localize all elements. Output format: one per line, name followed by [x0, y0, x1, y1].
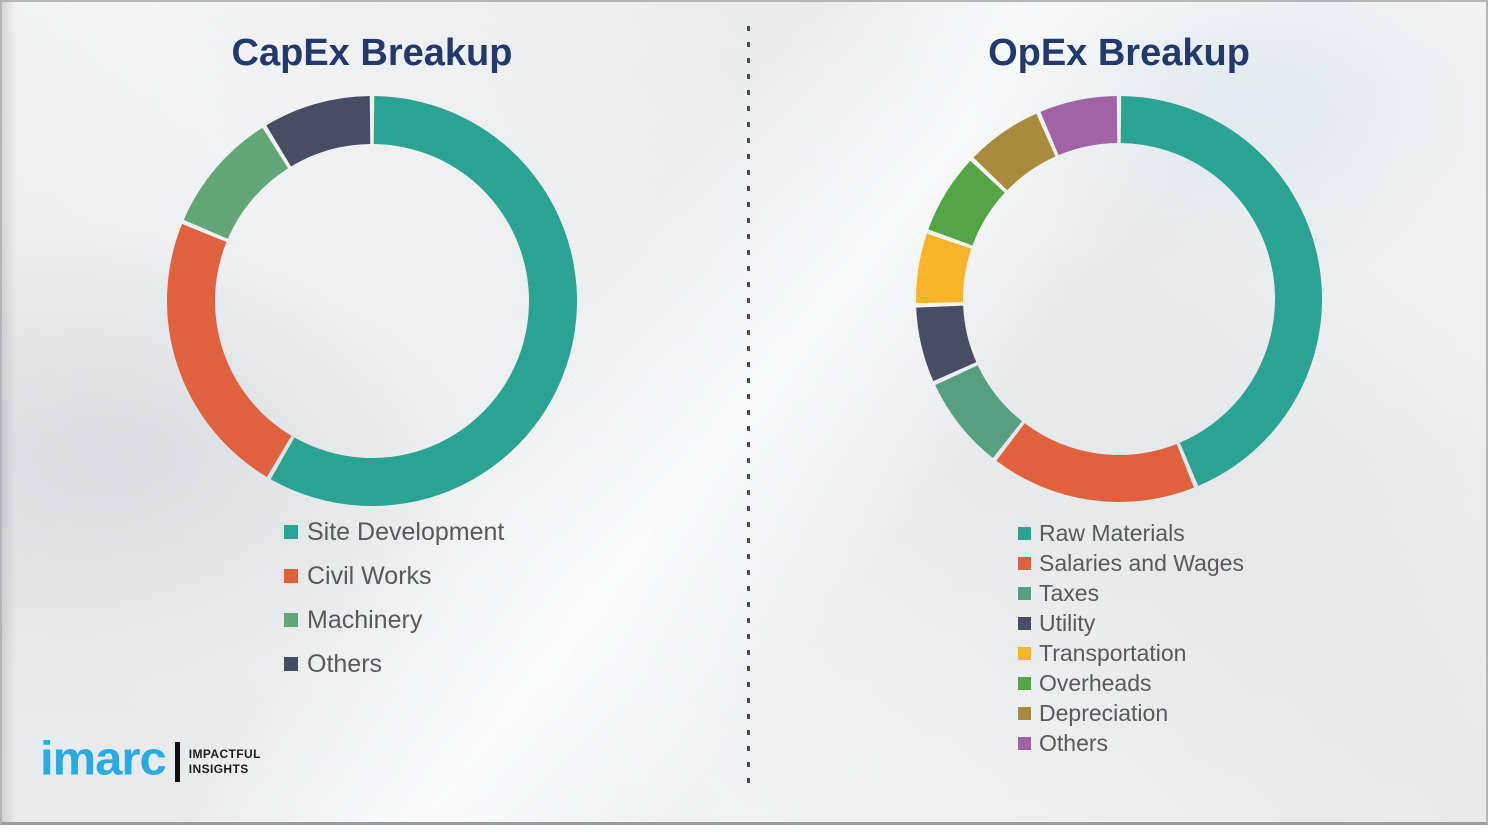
legend-label: Raw Materials: [1039, 519, 1185, 546]
legend-label: Transportation: [1039, 639, 1187, 666]
legend-swatch-civil-works: [284, 569, 298, 583]
legend-label: Overheads: [1039, 669, 1152, 696]
legend-item-others: Others: [284, 642, 504, 686]
legend-swatch-depreciation: [1018, 706, 1031, 720]
opex-segment-utility: [916, 305, 977, 382]
opex-segment-transportation: [915, 233, 972, 304]
capex-segment-machinery: [183, 127, 289, 239]
opex-segment-overheads: [928, 160, 1005, 246]
opex-chart-title: OpEx Breakup: [988, 32, 1250, 74]
legend-item-salaries-and-wages: Salaries and Wages: [1018, 548, 1244, 578]
legend-label: Salaries and Wages: [1039, 549, 1244, 576]
legend-item-depreciation: Depreciation: [1018, 698, 1244, 728]
legend-swatch-salaries-and-wages: [1018, 556, 1031, 570]
legend-item-overheads: Overheads: [1018, 668, 1244, 698]
opex-segment-raw-materials: [1120, 96, 1323, 486]
legend-item-others: Others: [1018, 728, 1244, 758]
legend-swatch-others: [1018, 736, 1031, 750]
legend-label: Depreciation: [1039, 699, 1169, 726]
capex-donut-chart: [166, 96, 577, 506]
opex-segment-salaries-and-wages: [996, 423, 1195, 503]
capex-segment-civil-works: [166, 224, 292, 477]
imarc-tagline-line1: IMPACTFUL: [188, 746, 261, 761]
legend-item-machinery: Machinery: [284, 598, 504, 642]
legend-swatch-others: [284, 657, 298, 671]
legend-label: Site Development: [307, 517, 505, 546]
legend-swatch-transportation: [1018, 646, 1031, 660]
legend-item-taxes: Taxes: [1018, 578, 1244, 608]
opex-segment-depreciation: [973, 113, 1056, 191]
imarc-tagline-line2: INSIGHTS: [188, 761, 249, 776]
opex-donut-chart: [915, 96, 1323, 503]
imarc-logo-wordmark: imarc: [40, 733, 167, 785]
capex-segment-others: [266, 96, 371, 167]
legend-label: Others: [307, 649, 383, 678]
opex-segment-taxes: [935, 365, 1023, 459]
opex-segment-others: [1040, 96, 1118, 156]
legend-item-transportation: Transportation: [1018, 638, 1244, 668]
legend-item-civil-works: Civil Works: [284, 554, 504, 598]
legend-swatch-overheads: [1018, 676, 1031, 690]
legend-swatch-machinery: [284, 613, 298, 627]
legend-swatch-utility: [1018, 616, 1031, 630]
legend-label: Taxes: [1039, 579, 1100, 606]
legend-item-site-development: Site Development: [284, 510, 504, 554]
imarc-logo-tagline: IMPACTFUL INSIGHTS: [189, 747, 261, 777]
legend-swatch-site-development: [284, 525, 298, 539]
legend-item-raw-materials: Raw Materials: [1018, 518, 1244, 548]
capex-segment-site-development: [270, 96, 577, 506]
legend-label: Civil Works: [307, 561, 432, 590]
capex-legend: Site Development Civil Works Machinery Othe…: [284, 510, 504, 686]
legend-swatch-raw-materials: [1018, 526, 1031, 540]
legend-label: Machinery: [307, 605, 423, 634]
dashed-divider-line: [747, 26, 750, 792]
legend-label: Utility: [1039, 609, 1096, 636]
imarc-logo: imarc IMPACTFUL INSIGHTS: [40, 735, 261, 784]
legend-item-utility: Utility: [1018, 608, 1244, 638]
legend-swatch-taxes: [1018, 586, 1031, 600]
legend-label: Others: [1039, 729, 1109, 756]
opex-legend: Raw Materials Salaries and Wages Taxes Util…: [1018, 518, 1244, 758]
imarc-logo-divider-bar: [174, 741, 180, 782]
capex-chart-title: CapEx Breakup: [231, 32, 513, 74]
